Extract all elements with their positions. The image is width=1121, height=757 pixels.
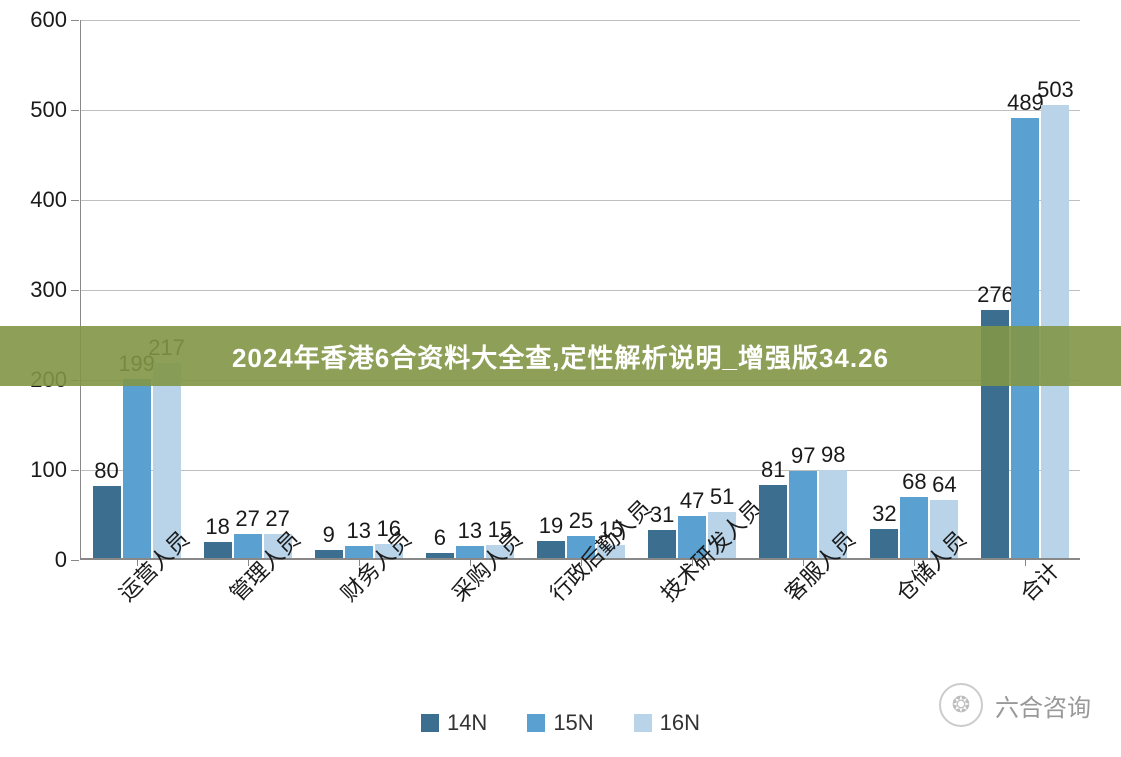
legend-label: 16N [660, 710, 700, 736]
bar-group: 276489503合计 [981, 20, 1069, 558]
legend-label: 15N [553, 710, 593, 736]
bar: 9 [315, 550, 343, 558]
watermark: ❂ 六合咨询 [939, 683, 1091, 727]
bar: 19 [537, 541, 565, 558]
bar-group: 80199217运营人员 [93, 20, 181, 558]
bar: 31 [648, 530, 676, 558]
y-axis-label: 300 [30, 277, 67, 303]
bar-value-label: 47 [680, 488, 704, 514]
x-axis-label: 采购人员 [443, 523, 528, 608]
y-axis-label: 400 [30, 187, 67, 213]
bar: 32 [870, 529, 898, 558]
bar-value-label: 18 [205, 514, 229, 540]
legend-swatch [634, 714, 652, 732]
legend-swatch [421, 714, 439, 732]
bar: 97 [789, 471, 817, 558]
bar-value-label: 9 [323, 522, 335, 548]
overlay-text: 2024年香港6合资料大全查,定性解析说明_增强版34.26 [232, 338, 889, 375]
bar: 80 [93, 486, 121, 558]
y-axis-label: 500 [30, 97, 67, 123]
bar-value-label: 503 [1037, 77, 1074, 103]
chart-container: 010020030040050060080199217运营人员182727管理人… [20, 10, 1100, 570]
overlay-band: 2024年香港6合资料大全查,定性解析说明_增强版34.26 [0, 326, 1121, 386]
bar-group: 182727管理人员 [204, 20, 292, 558]
watermark-text: 六合咨询 [995, 688, 1091, 723]
bar: 18 [204, 542, 232, 558]
bar-group: 192515行政后勤人员 [537, 20, 625, 558]
bar-value-label: 27 [235, 506, 259, 532]
y-axis-label: 100 [30, 457, 67, 483]
bar-value-label: 6 [434, 525, 446, 551]
bar-value-label: 19 [539, 513, 563, 539]
x-axis-label: 合计 [1012, 554, 1066, 608]
bar-value-label: 98 [821, 442, 845, 468]
bar-value-label: 81 [761, 457, 785, 483]
bar-value-label: 97 [791, 443, 815, 469]
bar-group: 61315采购人员 [426, 20, 514, 558]
legend-item: 14N [421, 710, 487, 736]
legend-swatch [527, 714, 545, 732]
bar-group: 326864仓储人员 [870, 20, 958, 558]
bar-group: 819798客服人员 [759, 20, 847, 558]
bar-value-label: 276 [977, 282, 1014, 308]
y-axis-label: 600 [30, 7, 67, 33]
legend-item: 15N [527, 710, 593, 736]
bar: 6 [426, 553, 454, 558]
y-axis-label: 0 [55, 547, 67, 573]
bar-value-label: 68 [902, 469, 926, 495]
legend-label: 14N [447, 710, 487, 736]
bar-group: 91316财务人员 [315, 20, 403, 558]
bar-value-label: 64 [932, 472, 956, 498]
bar-value-label: 32 [872, 501, 896, 527]
bar-value-label: 13 [458, 518, 482, 544]
bar: 81 [759, 485, 787, 558]
bar-value-label: 80 [94, 458, 118, 484]
bar-value-label: 31 [650, 502, 674, 528]
plot-area: 010020030040050060080199217运营人员182727管理人… [80, 20, 1080, 560]
bar-group: 314751技术研发人员 [648, 20, 736, 558]
x-axis-label: 财务人员 [332, 523, 417, 608]
bar-value-label: 25 [569, 508, 593, 534]
wechat-icon: ❂ [939, 683, 983, 727]
legend-item: 16N [634, 710, 700, 736]
bar: 199 [123, 379, 151, 558]
bar-value-label: 13 [347, 518, 371, 544]
